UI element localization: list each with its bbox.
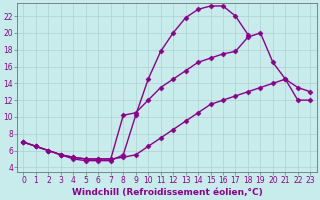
X-axis label: Windchill (Refroidissement éolien,°C): Windchill (Refroidissement éolien,°C)	[72, 188, 262, 197]
